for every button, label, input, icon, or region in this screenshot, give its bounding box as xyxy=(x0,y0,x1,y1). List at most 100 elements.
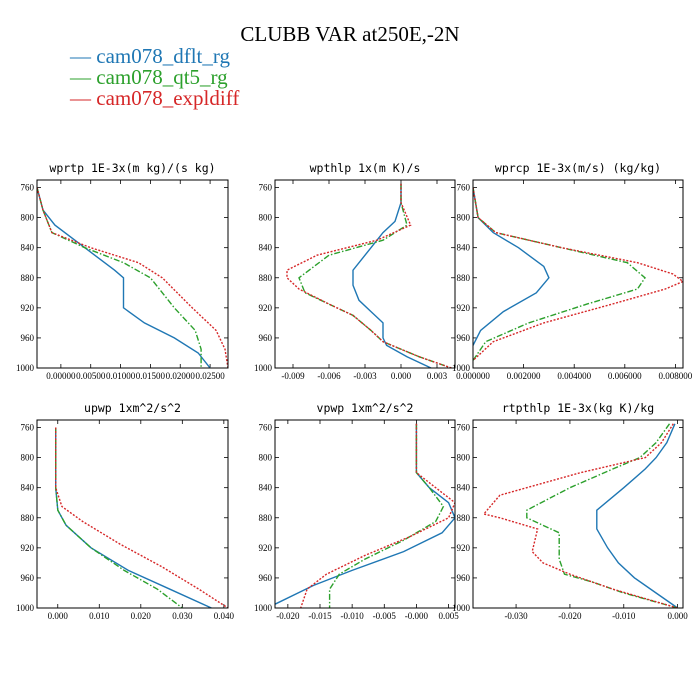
y-tick-label: 800 xyxy=(259,213,273,223)
legend-entry-expldiff: — cam078_expldiff xyxy=(70,87,239,109)
chart-title: CLUBB VAR at250E,-2N xyxy=(240,22,460,46)
y-tick-label: 880 xyxy=(21,513,35,523)
y-tick-label: 760 xyxy=(259,423,273,433)
x-tick-label: -0.003 xyxy=(353,371,377,381)
y-tick-label: 1000 xyxy=(16,363,35,373)
y-tick-label: 920 xyxy=(259,303,273,313)
legend-label-dflt: cam078_dflt_rg xyxy=(96,44,231,68)
panel-frame xyxy=(274,179,456,369)
x-tick-label: -0.015 xyxy=(308,611,332,621)
y-tick-label: 920 xyxy=(259,543,273,553)
series-line-dflt xyxy=(596,423,679,608)
legend-entry-qt5: — cam078_qt5_rg xyxy=(70,66,228,88)
series-line-qt5 xyxy=(473,187,646,361)
panel-2: wpthlp 1x(m K)/s 760 800 840 880 920 960 1000 -0… xyxy=(254,161,456,381)
y-tick-label: 1000 xyxy=(452,603,471,613)
y-tick-label: 960 xyxy=(21,333,35,343)
series-line-qt5 xyxy=(328,423,445,608)
panel-6: rtpthlp 1E-3x(kg K)/kg 760 800 840 880 920 960… xyxy=(452,401,688,621)
series-line-qt5 xyxy=(526,423,678,608)
panel-title: wprcp 1E-3x(m/s) (kg/kg) xyxy=(495,161,661,175)
panel-title: vpwp 1xm^2/s^2 xyxy=(317,401,414,415)
x-tick-label: 0.00500 xyxy=(76,371,106,381)
x-tick-label: 0.002000 xyxy=(507,371,541,381)
panel-1: wprtp 1E-3x(m kg)/(s kg) 760 800 840 880 920 9… xyxy=(16,161,229,381)
y-tick-label: 920 xyxy=(21,303,35,313)
x-tick-label: 0.040 xyxy=(214,611,235,621)
x-tick-label: 0.000 xyxy=(48,611,69,621)
y-tick-label: 960 xyxy=(21,573,35,583)
x-tick-label: -0.009 xyxy=(281,371,305,381)
y-tick-label: 840 xyxy=(457,483,471,493)
y-tick-label: 960 xyxy=(457,333,471,343)
series-line-qt5 xyxy=(37,187,202,368)
series-line-qt5 xyxy=(298,183,452,368)
x-tick-label: 0.01000 xyxy=(106,371,136,381)
x-tick-label: -0.010 xyxy=(341,611,365,621)
x-tick-label: 0.010 xyxy=(89,611,110,621)
x-tick-label: 0.000 xyxy=(391,371,412,381)
panel-frame xyxy=(472,419,684,609)
panel-title: rtpthlp 1E-3x(kg K)/kg xyxy=(502,401,654,415)
y-tick-label: 1000 xyxy=(254,603,273,613)
legend-label-expldiff: cam078_expldiff xyxy=(96,86,240,110)
y-tick-label: 880 xyxy=(457,273,471,283)
x-tick-label: 0.02000 xyxy=(166,371,196,381)
x-tick-label: 0.00000 xyxy=(46,371,76,381)
y-tick-label: 760 xyxy=(21,183,35,193)
series-line-qt5 xyxy=(55,427,183,608)
y-tick-label: 760 xyxy=(457,183,471,193)
series-line-dflt xyxy=(37,187,211,368)
y-tick-label: 800 xyxy=(457,213,471,223)
y-tick-label: 880 xyxy=(457,513,471,523)
y-tick-label: 1000 xyxy=(16,603,35,613)
y-tick-label: 840 xyxy=(21,483,35,493)
panel-frame xyxy=(36,419,229,609)
series-line-dflt xyxy=(275,423,455,605)
y-tick-label: 960 xyxy=(259,333,273,343)
series-line-dflt xyxy=(352,183,432,368)
panel-title: wprtp 1E-3x(m kg)/(s kg) xyxy=(49,161,215,175)
y-tick-label: 760 xyxy=(21,423,35,433)
series-line-expldiff xyxy=(300,423,455,608)
x-tick-label: -0.020 xyxy=(558,611,582,621)
x-tick-label: 0.020 xyxy=(131,611,152,621)
y-tick-label: 880 xyxy=(259,513,273,523)
series-line-dflt xyxy=(55,427,212,608)
legend-label-qt5: cam078_qt5_rg xyxy=(96,65,228,89)
y-tick-label: 880 xyxy=(259,273,273,283)
y-tick-label: 760 xyxy=(259,183,273,193)
y-tick-label: 1000 xyxy=(254,363,273,373)
x-tick-label: 0.000000 xyxy=(456,371,490,381)
x-tick-label: 0.000 xyxy=(667,611,688,621)
x-tick-label: -0.005 xyxy=(373,611,397,621)
x-tick-label: 0.003 xyxy=(427,371,448,381)
y-tick-label: 800 xyxy=(21,453,35,463)
series-line-expldiff xyxy=(473,187,683,362)
series-line-dflt xyxy=(473,187,550,346)
x-tick-label: 0.006000 xyxy=(608,371,642,381)
panel-title: upwp 1xm^2/s^2 xyxy=(84,401,181,415)
series-line-expldiff xyxy=(286,183,452,368)
y-tick-label: 960 xyxy=(457,573,471,583)
legend-entry-dflt: — cam078_dflt_rg xyxy=(70,45,230,67)
y-tick-label: 1000 xyxy=(452,363,471,373)
y-tick-label: 800 xyxy=(457,453,471,463)
x-tick-label: -0.000 xyxy=(405,611,429,621)
y-tick-label: 760 xyxy=(457,423,471,433)
panel-title: wpthlp 1x(m K)/s xyxy=(310,161,421,175)
x-tick-label: 0.004000 xyxy=(557,371,591,381)
y-tick-label: 960 xyxy=(259,573,273,583)
panel-4: upwp 1xm^2/s^2 760 800 840 880 920 960 1000 0.00… xyxy=(16,401,234,621)
series-line-expldiff xyxy=(37,187,228,368)
y-tick-label: 800 xyxy=(21,213,35,223)
x-tick-label: 0.030 xyxy=(172,611,193,621)
x-tick-label: -0.020 xyxy=(276,611,300,621)
panel-frame xyxy=(472,179,684,369)
legend-marker-expldiff: — xyxy=(70,86,97,110)
panel-3: wprcp 1E-3x(m/s) (kg/kg) 760 800 840 880 920 9… xyxy=(452,161,693,381)
legend-marker-qt5: — xyxy=(70,65,97,89)
series-line-expldiff xyxy=(55,427,228,608)
y-tick-label: 920 xyxy=(457,543,471,553)
